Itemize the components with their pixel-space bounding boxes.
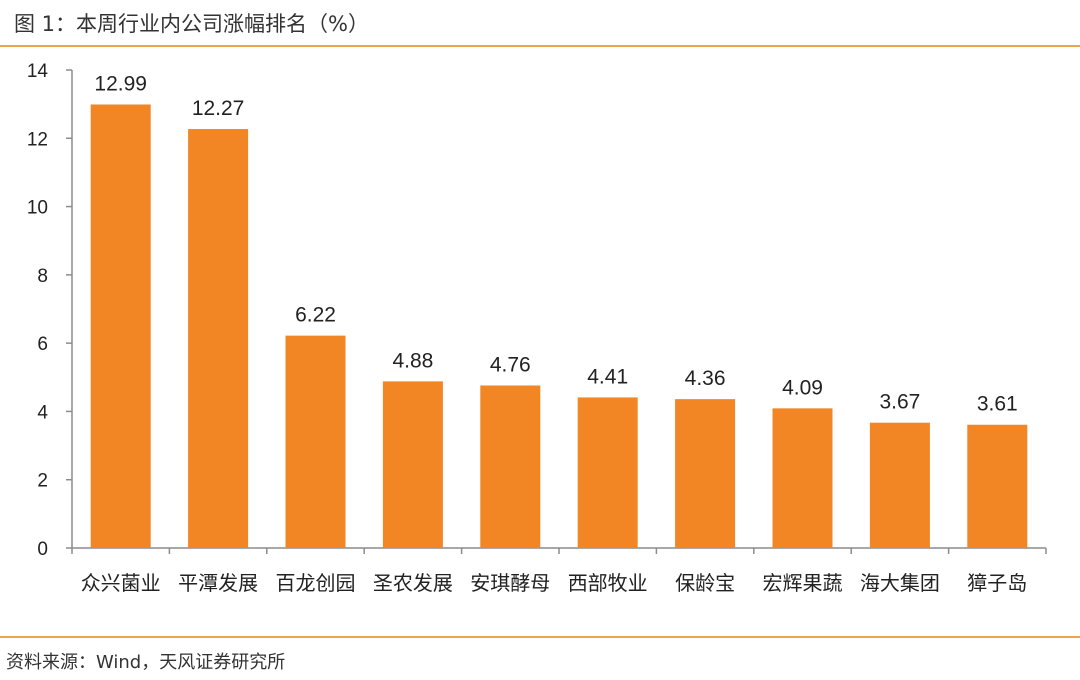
bar <box>382 381 443 548</box>
source-note: 资料来源：Wind，天风证券研究所 <box>6 652 286 673</box>
category-label: 宏辉果蔬 <box>763 571 843 595</box>
category-label: 保龄宝 <box>675 571 735 595</box>
bar-value-label: 3.67 <box>879 391 920 414</box>
bar <box>577 397 638 548</box>
category-label: 獐子岛 <box>967 571 1027 595</box>
bar <box>772 408 833 548</box>
bar-chart: 0 2 4 6 8 10 12 14 12.99 12.27 6.22 4.88 4.76 4.41 4.… <box>27 61 1047 595</box>
title-divider <box>0 45 1080 47</box>
y-tick-label: 8 <box>37 266 48 287</box>
bars <box>90 104 1028 548</box>
category-label: 圣农发展 <box>373 571 453 595</box>
bar <box>869 422 930 548</box>
category-label: 海大集团 <box>860 571 940 595</box>
y-tick-label: 12 <box>27 129 48 150</box>
figure-title: 图 1：本周行业内公司涨幅排名（%） <box>14 12 369 36</box>
bar-value-label: 12.99 <box>94 72 147 95</box>
y-tick-label: 0 <box>37 539 48 560</box>
y-tick-label: 14 <box>27 61 49 82</box>
bar <box>480 385 541 548</box>
category-label: 西部牧业 <box>568 571 648 595</box>
category-label: 平潭发展 <box>178 571 258 595</box>
bar-value-label: 3.61 <box>977 393 1018 416</box>
bar <box>285 335 346 548</box>
bar-value-label: 4.88 <box>392 349 433 372</box>
bar <box>967 424 1028 548</box>
bar <box>90 104 151 548</box>
bar <box>675 399 736 548</box>
bar-value-label: 12.27 <box>192 97 245 120</box>
bar-value-label: 4.09 <box>782 376 823 399</box>
x-axis <box>71 547 1047 554</box>
category-label: 百龙创园 <box>276 571 356 595</box>
category-labels: 众兴菌业 平潭发展 百龙创园 圣农发展 安琪酵母 西部牧业 保龄宝 宏辉果蔬 海大集团 獐子岛 <box>81 571 1028 595</box>
bar <box>188 129 249 548</box>
y-tick-label: 2 <box>37 471 48 492</box>
data-labels: 12.99 12.27 6.22 4.88 4.76 4.41 4.36 4.09 3.67 3.… <box>94 72 1017 415</box>
category-label: 众兴菌业 <box>81 571 161 595</box>
y-tick-label: 10 <box>27 198 48 219</box>
category-label: 安琪酵母 <box>470 571 550 595</box>
bar-value-label: 4.41 <box>587 365 628 388</box>
bar-value-label: 6.22 <box>295 304 336 327</box>
y-tick-label: 6 <box>37 334 48 355</box>
footer-divider <box>0 636 1080 638</box>
y-tick-label: 4 <box>37 402 48 423</box>
bar-value-label: 4.36 <box>685 367 726 390</box>
y-axis: 0 2 4 6 8 10 12 14 <box>27 61 73 560</box>
bar-value-label: 4.76 <box>490 353 531 376</box>
